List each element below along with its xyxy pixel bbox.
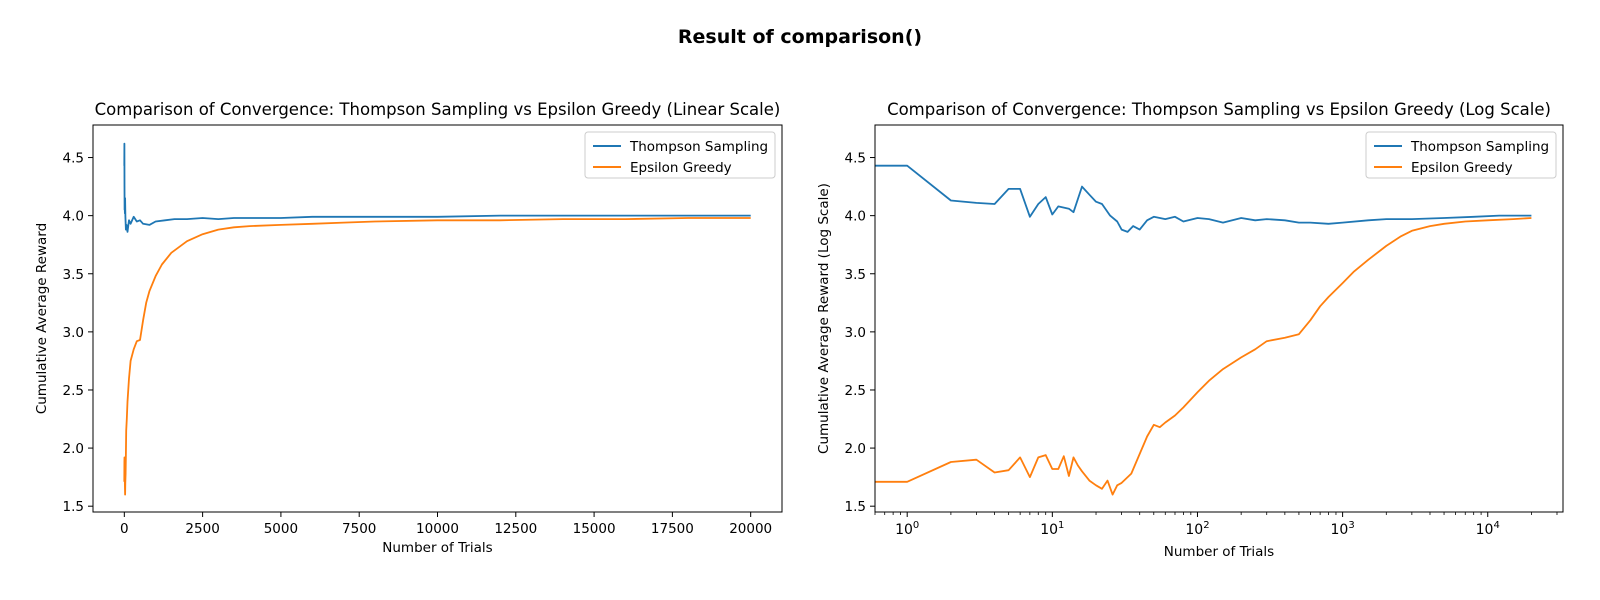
x-tick-label: 102 (1185, 520, 1209, 538)
legend-box (1365, 131, 1557, 179)
x-tick-label: 104 (1476, 520, 1500, 538)
y-tick-label: 3.5 (845, 267, 866, 283)
x-tick-label: 7500 (342, 521, 376, 537)
x-tick-label: 20000 (729, 521, 772, 537)
x-tick-label: 103 (1331, 520, 1355, 538)
x-tick-label: 17500 (651, 521, 694, 537)
legend-label-thompson-sampling: Thompson Sampling (1410, 139, 1549, 155)
y-tick-label: 3.0 (845, 325, 866, 341)
y-tick-label: 4.0 (845, 209, 866, 225)
x-tick-label: 5000 (264, 521, 298, 537)
legend: Thompson Sampling Epsilon Greedy (584, 131, 776, 179)
x-tick-label: 0 (120, 521, 129, 537)
x-axis-label: Number of Trials (382, 540, 492, 556)
x-axis-label: Number of Trials (1164, 544, 1274, 560)
axes-frame (92, 124, 783, 513)
y-tick-label: 1.5 (845, 499, 866, 515)
plot-lines (123, 142, 751, 496)
y-tick-label: 1.5 (63, 499, 84, 515)
x-tick-label: 12500 (494, 521, 537, 537)
y-axis-label: Cumulative Average Reward (34, 223, 50, 414)
y-tick-label: 2.0 (845, 441, 866, 457)
y-tick-label: 3.0 (63, 325, 84, 341)
y-tick-label: 4.0 (63, 209, 84, 225)
series-line-epsilon-greedy (123, 217, 751, 496)
series-line-thompson-sampling (875, 164, 1532, 233)
y-tick-label: 4.5 (845, 151, 866, 167)
x-tick-label: 10000 (416, 521, 459, 537)
series-line-epsilon-greedy (875, 217, 1532, 496)
legend-label-epsilon-greedy: Epsilon Greedy (630, 160, 732, 176)
y-axis-label: Cumulative Average Reward (Log Scale) (816, 183, 832, 454)
legend-label-thompson-sampling: Thompson Sampling (629, 139, 768, 155)
figure-title: Result of comparison() (677, 26, 923, 48)
chart-linear-scale: Comparison of Convergence: Thompson Samp… (34, 100, 783, 556)
chart-log-scale: Comparison of Convergence: Thompson Samp… (816, 100, 1564, 560)
legend-label-epsilon-greedy: Epsilon Greedy (1411, 160, 1513, 176)
y-tick-label: 3.5 (63, 267, 84, 283)
x-tick-label: 15000 (573, 521, 616, 537)
y-tick-label: 4.5 (63, 151, 84, 167)
x-tick-label: 2500 (185, 521, 219, 537)
y-tick-label: 2.5 (63, 383, 84, 399)
series-line-thompson-sampling (123, 142, 751, 233)
x-tick-label: 100 (895, 520, 919, 538)
legend-box (584, 131, 776, 179)
chart-title: Comparison of Convergence: Thompson Samp… (887, 100, 1551, 119)
chart-title: Comparison of Convergence: Thompson Samp… (95, 100, 781, 119)
axes-frame (874, 124, 1564, 513)
legend: Thompson Sampling Epsilon Greedy (1365, 131, 1557, 179)
x-tick-label: 101 (1040, 520, 1064, 538)
y-tick-label: 2.5 (845, 383, 866, 399)
y-tick-label: 2.0 (63, 441, 84, 457)
plot-lines (875, 164, 1532, 496)
